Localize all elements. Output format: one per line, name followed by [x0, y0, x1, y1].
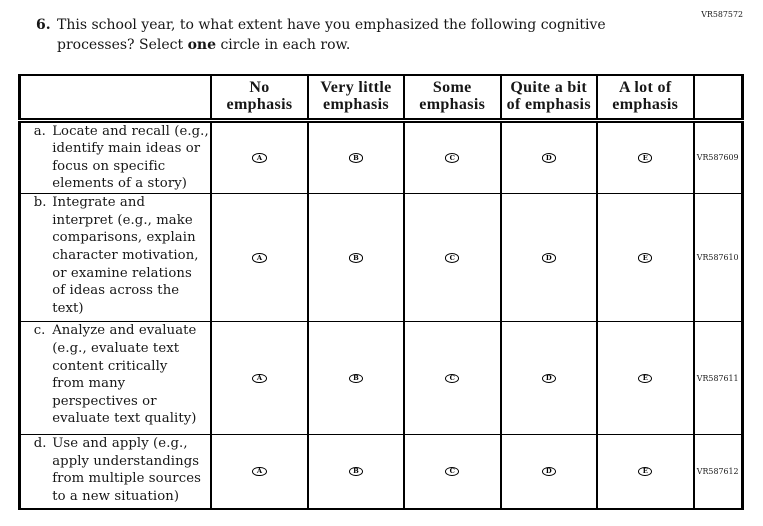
header-corner-cell [18, 73, 212, 123]
row-c-bubble-a[interactable]: A [252, 373, 267, 383]
question-block: 6. This school year, to what extent have… [36, 15, 606, 55]
row-b-bubble-a[interactable]: A [252, 253, 267, 263]
row-d-option-a-cell: A [210, 434, 309, 510]
row-b-bubble-c[interactable]: C [445, 253, 460, 263]
question-line2-pre: processes? Select [57, 37, 188, 53]
row-b-text: Integrate and interpret (e.g., make compar… [52, 195, 199, 316]
row-c-bubble-e[interactable]: E [638, 373, 653, 383]
row-a-text: Locate and recall (e.g., identify main id… [52, 123, 209, 192]
header-quite-a-bit-of-emphasis: Quite a bit of emphasis [499, 73, 598, 123]
header-row: No emphasis Very little emphasis Some empha… [18, 73, 744, 123]
row-a-stem: a. Locate and recall (e.g., identify main… [18, 119, 212, 195]
row-c-bubble-c[interactable]: C [445, 373, 460, 383]
row-c-text: Analyze and evaluate (e.g., evaluate text… [52, 323, 197, 427]
row-d-bubble-b[interactable]: B [348, 466, 364, 477]
table-row-c: c. Analyze and evaluate (e.g., evaluate t… [18, 321, 744, 436]
row-b-option-e-cell: E [596, 193, 695, 323]
header-very-little-emphasis: Very little emphasis [307, 73, 405, 123]
row-a-option-d-cell: D [499, 119, 598, 195]
header-code-cell [692, 73, 744, 123]
header-some-emphasis: Some emphasis [403, 73, 502, 123]
row-b-marker: b. [33, 195, 47, 211]
row-a-option-c-cell: C [403, 119, 502, 195]
row-c-code: VR587611 [692, 321, 744, 436]
question-number: 6. [36, 17, 51, 33]
header-no-emphasis: No emphasis [210, 73, 309, 123]
row-d-bubble-a[interactable]: A [252, 466, 267, 477]
row-c-option-b-cell: B [307, 321, 405, 436]
row-b-code: VR587610 [692, 193, 744, 323]
row-b-stem: b. Integrate and interpret (e.g., make com… [18, 193, 212, 323]
row-b-bubble-e[interactable]: E [638, 253, 653, 263]
row-a-bubble-d[interactable]: D [541, 153, 556, 163]
row-c-stem: c. Analyze and evaluate (e.g., evaluate t… [18, 321, 212, 436]
table-row-a: a. Locate and recall (e.g., identify main… [18, 119, 744, 195]
row-b-option-c-cell: C [403, 193, 502, 323]
form-code-top-right: VR587572 [701, 10, 743, 19]
row-b-bubble-d[interactable]: D [541, 253, 556, 263]
row-c-marker: c. [33, 323, 46, 339]
row-d-bubble-e[interactable]: E [638, 466, 653, 477]
question-line1: This school year, to what extent have yo… [57, 17, 606, 33]
row-d-marker: d. [33, 436, 47, 452]
row-d-bubble-d[interactable]: D [541, 466, 556, 477]
row-d-option-b-cell: B [307, 434, 405, 510]
row-d-option-e-cell: E [596, 434, 695, 510]
row-a-bubble-c[interactable]: C [445, 153, 460, 163]
row-d-option-c-cell: C [403, 434, 502, 510]
row-c-option-e-cell: E [596, 321, 695, 436]
row-b-option-d-cell: D [499, 193, 598, 323]
row-b-option-a-cell: A [210, 193, 309, 323]
row-c-option-d-cell: D [499, 321, 598, 436]
row-c-option-a-cell: A [210, 321, 309, 436]
row-a-code: VR587609 [692, 119, 744, 195]
row-b-bubble-b[interactable]: B [348, 253, 364, 263]
table-row-d: d. Use and apply (e.g., apply understandi… [18, 434, 744, 510]
row-c-bubble-b[interactable]: B [348, 373, 364, 383]
row-a-option-a-cell: A [210, 119, 309, 195]
row-d-option-d-cell: D [499, 434, 598, 510]
row-a-option-b-cell: B [307, 119, 405, 195]
row-c-bubble-d[interactable]: D [541, 373, 556, 383]
row-b-option-b-cell: B [307, 193, 405, 323]
emphasis-matrix-table: No emphasis Very little emphasis Some empha… [17, 73, 744, 510]
question-line2-post: circle in each row. [216, 37, 351, 53]
row-d-text: Use and apply (e.g., apply understandings… [52, 436, 201, 504]
row-a-bubble-a[interactable]: A [252, 153, 267, 163]
row-a-bubble-b[interactable]: B [348, 153, 364, 163]
row-d-bubble-c[interactable]: C [445, 466, 460, 477]
row-a-marker: a. [33, 123, 46, 139]
header-a-lot-of-emphasis: A lot of emphasis [596, 73, 695, 123]
question-line2-bold: one [187, 37, 216, 53]
row-a-option-e-cell: E [596, 119, 695, 195]
table-row-b: b. Integrate and interpret (e.g., make com… [18, 193, 744, 323]
row-d-stem: d. Use and apply (e.g., apply understandi… [18, 434, 212, 510]
row-d-code: VR587612 [692, 434, 744, 510]
question-text: This school year, to what extent have yo… [57, 15, 606, 55]
row-c-option-c-cell: C [403, 321, 502, 436]
row-a-bubble-e[interactable]: E [638, 153, 653, 163]
